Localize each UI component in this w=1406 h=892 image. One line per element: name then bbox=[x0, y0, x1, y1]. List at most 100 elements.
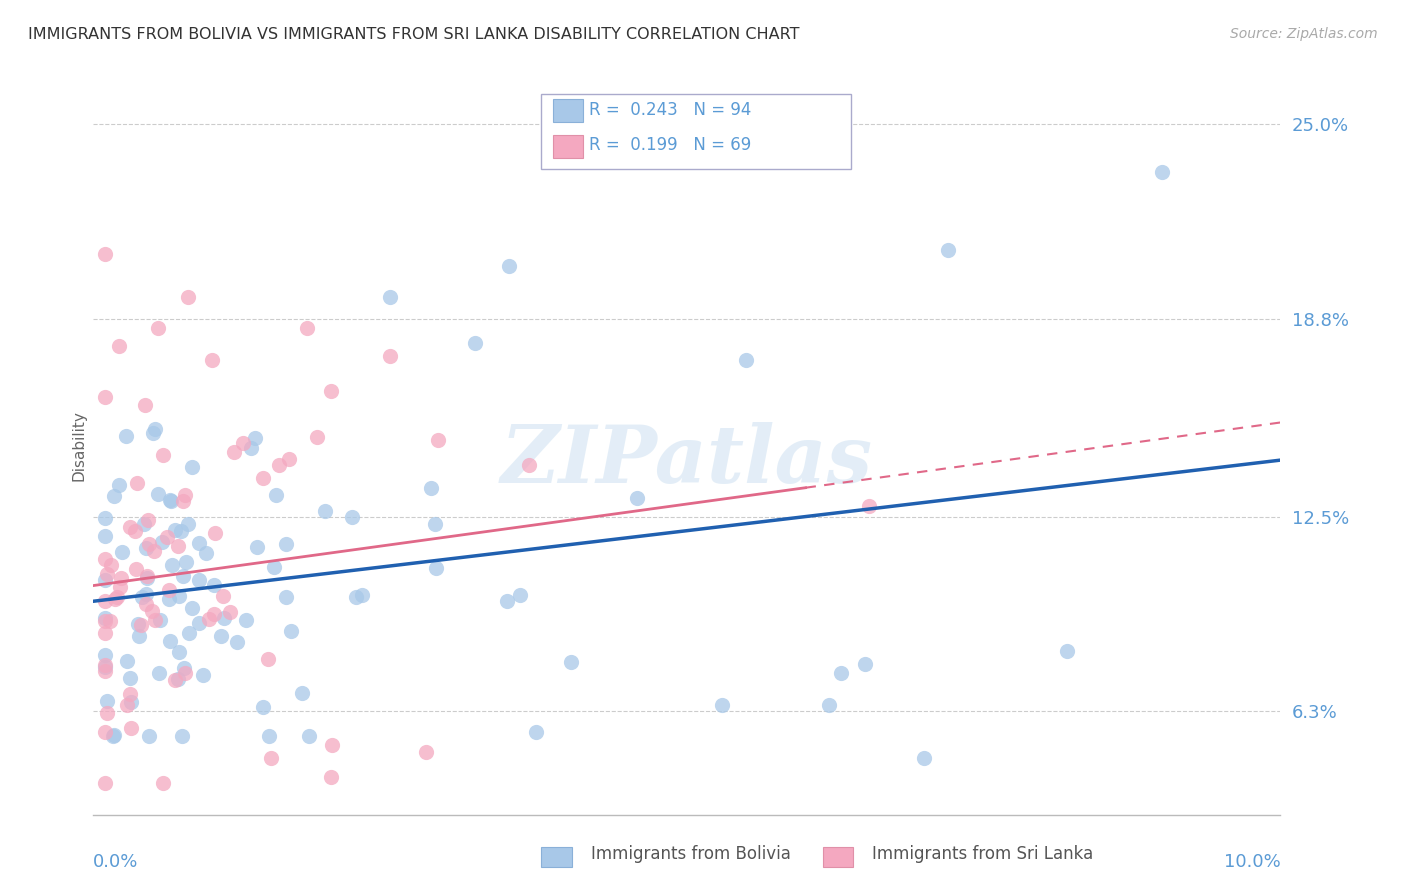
Point bbox=[517, 458, 540, 472]
Point bbox=[138, 729, 160, 743]
Point bbox=[127, 617, 149, 632]
Point bbox=[252, 699, 274, 714]
Point bbox=[426, 433, 449, 447]
Point bbox=[170, 524, 193, 538]
Point bbox=[94, 247, 117, 261]
Point bbox=[321, 738, 343, 752]
Point bbox=[94, 511, 117, 525]
Point bbox=[263, 560, 285, 574]
Point bbox=[243, 431, 266, 445]
Point bbox=[170, 729, 193, 743]
Point bbox=[188, 574, 211, 588]
Text: ZIPatlas: ZIPatlas bbox=[501, 422, 873, 500]
Point bbox=[259, 729, 281, 743]
Text: IMMIGRANTS FROM BOLIVIA VS IMMIGRANTS FROM SRI LANKA DISABILITY CORRELATION CHAR: IMMIGRANTS FROM BOLIVIA VS IMMIGRANTS FR… bbox=[28, 27, 800, 42]
Point bbox=[252, 471, 274, 485]
Point bbox=[135, 587, 157, 601]
Text: R =  0.199   N = 69: R = 0.199 N = 69 bbox=[589, 136, 751, 154]
Point bbox=[138, 537, 160, 551]
Point bbox=[464, 336, 486, 351]
Point bbox=[912, 751, 935, 765]
Point bbox=[105, 590, 128, 604]
Text: 10.0%: 10.0% bbox=[1223, 854, 1281, 871]
Point bbox=[818, 698, 841, 712]
Point bbox=[344, 590, 367, 604]
Point bbox=[509, 588, 531, 602]
Point bbox=[104, 591, 127, 606]
Point bbox=[134, 398, 156, 412]
Point bbox=[120, 687, 142, 701]
Text: Source: ZipAtlas.com: Source: ZipAtlas.com bbox=[1230, 27, 1378, 41]
Point bbox=[94, 551, 117, 566]
Point bbox=[626, 491, 648, 505]
Point bbox=[167, 645, 190, 659]
Point bbox=[350, 588, 373, 602]
Point bbox=[108, 580, 131, 594]
Point bbox=[128, 629, 150, 643]
Point bbox=[118, 520, 141, 534]
Point bbox=[173, 665, 195, 680]
Point bbox=[103, 728, 125, 742]
Point bbox=[124, 524, 146, 538]
Point bbox=[174, 488, 197, 502]
Point bbox=[94, 626, 117, 640]
Point bbox=[125, 476, 148, 491]
Point bbox=[172, 494, 194, 508]
Point bbox=[274, 537, 297, 551]
Point bbox=[224, 445, 246, 459]
Point bbox=[187, 536, 209, 550]
Point bbox=[150, 534, 173, 549]
Point bbox=[219, 605, 242, 619]
Point bbox=[143, 544, 166, 558]
Point bbox=[1056, 644, 1078, 658]
Point bbox=[425, 560, 447, 574]
Point bbox=[159, 634, 181, 648]
Point bbox=[276, 590, 298, 604]
Point bbox=[110, 571, 132, 585]
Point bbox=[135, 541, 157, 556]
Point bbox=[202, 578, 225, 592]
Point bbox=[94, 648, 117, 663]
Point bbox=[201, 352, 224, 367]
Point bbox=[165, 523, 187, 537]
Point bbox=[212, 589, 235, 603]
Point bbox=[135, 598, 157, 612]
Point bbox=[225, 635, 247, 649]
Point bbox=[936, 243, 959, 257]
Text: 0.0%: 0.0% bbox=[93, 854, 139, 871]
Point bbox=[239, 442, 262, 456]
Point bbox=[152, 776, 174, 790]
Point bbox=[110, 545, 132, 559]
Point bbox=[166, 539, 188, 553]
Point bbox=[120, 721, 142, 735]
Point bbox=[319, 770, 342, 784]
Point bbox=[146, 487, 169, 501]
Point bbox=[94, 776, 117, 790]
Point bbox=[117, 698, 139, 713]
Point bbox=[100, 558, 122, 573]
Point bbox=[156, 530, 179, 544]
Point bbox=[314, 504, 336, 518]
Point bbox=[96, 566, 118, 581]
Point bbox=[246, 540, 269, 554]
Point bbox=[415, 745, 437, 759]
Point bbox=[96, 694, 118, 708]
Point bbox=[280, 624, 302, 639]
Point bbox=[193, 668, 215, 682]
Point bbox=[711, 698, 734, 712]
Point bbox=[291, 685, 314, 699]
Point bbox=[177, 290, 200, 304]
Point bbox=[94, 659, 117, 673]
Point bbox=[419, 481, 441, 495]
Point bbox=[131, 590, 153, 604]
Point bbox=[148, 614, 170, 628]
Point bbox=[735, 352, 758, 367]
Point bbox=[526, 725, 548, 739]
Point bbox=[94, 390, 117, 404]
Point bbox=[266, 488, 288, 502]
Point bbox=[277, 452, 299, 467]
Point bbox=[108, 477, 131, 491]
Point bbox=[179, 626, 201, 640]
Point bbox=[115, 429, 138, 443]
Point bbox=[204, 525, 226, 540]
